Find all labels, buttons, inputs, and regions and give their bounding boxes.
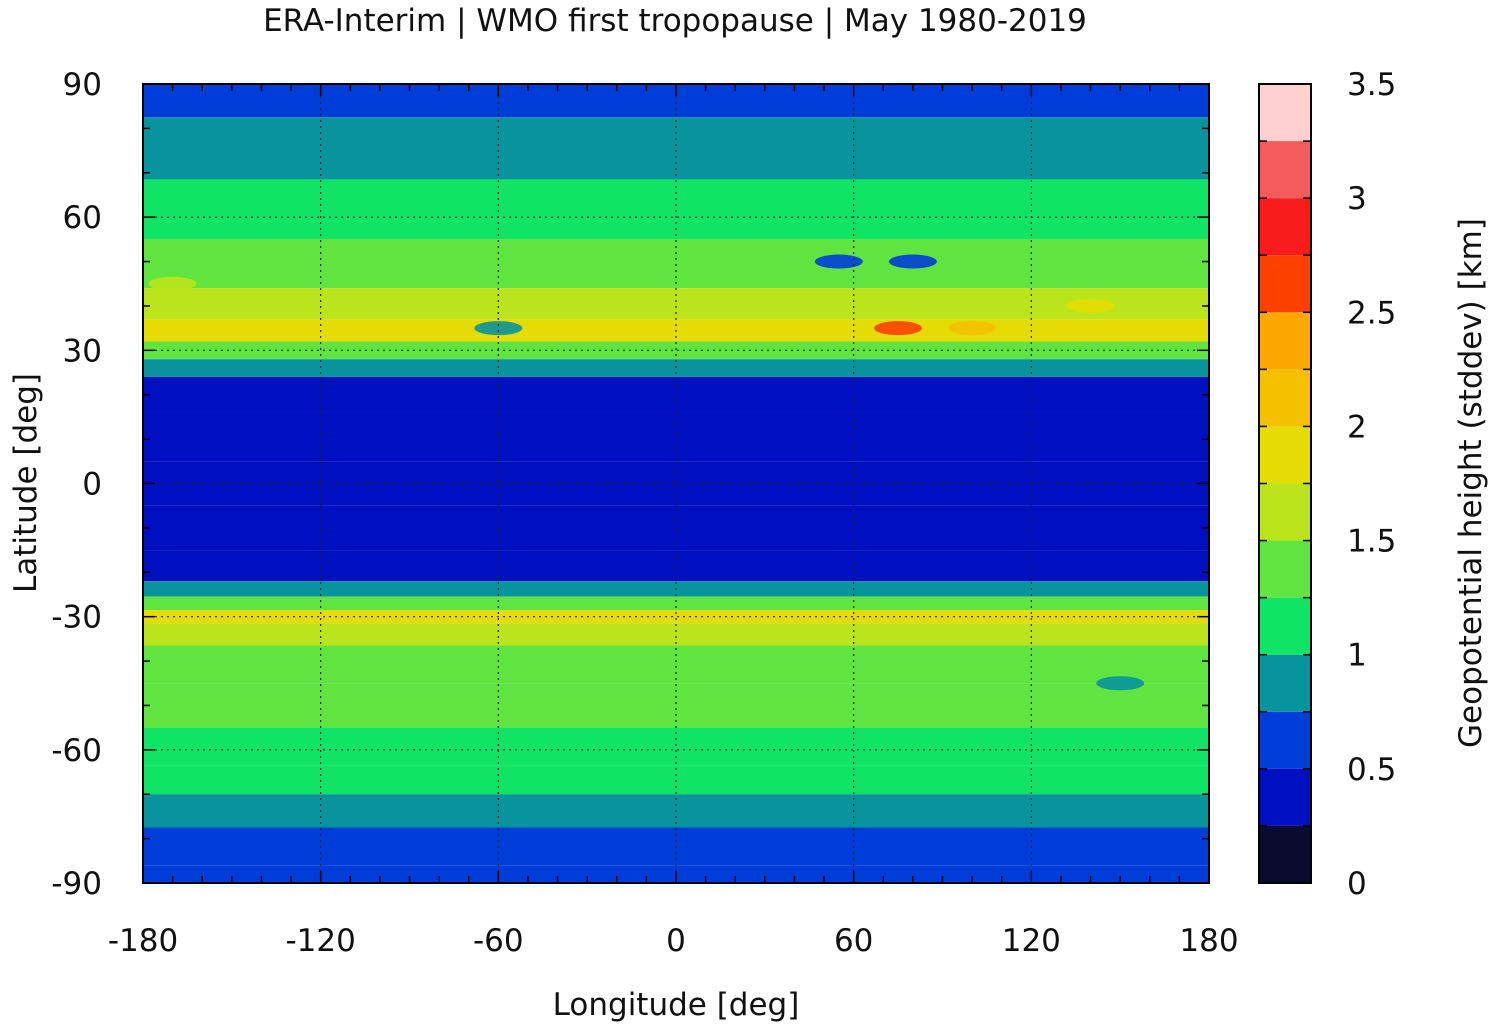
latitude-band bbox=[143, 610, 1209, 624]
colorbar-segment bbox=[1259, 483, 1311, 541]
latitude-band bbox=[143, 505, 1209, 551]
feature-patch bbox=[814, 254, 863, 269]
axis-ticks bbox=[142, 83, 1210, 884]
latitude-band bbox=[143, 288, 1209, 320]
colorbar-tick-labels: 0 0.5 1 1.5 2 2.5 3 3.5 bbox=[1347, 67, 1396, 902]
colorbar-segment bbox=[1259, 255, 1311, 313]
latitude-band bbox=[143, 412, 1209, 462]
feature-patch bbox=[1066, 298, 1115, 313]
feature-patch bbox=[563, 99, 612, 114]
colorbar-label: Geopotential height (stddev) [km] bbox=[1453, 218, 1489, 748]
colorbar-segment bbox=[1259, 540, 1311, 598]
x-tick-label: -60 bbox=[473, 923, 524, 959]
y-axis-label: Latitude [deg] bbox=[8, 373, 44, 593]
y-tick-label: 90 bbox=[63, 67, 102, 103]
colorbar-tick-label: 1 bbox=[1347, 638, 1367, 674]
colorbar-tick-label: 2 bbox=[1347, 409, 1367, 445]
y-tick-label: -30 bbox=[51, 600, 102, 636]
x-tick-labels: -180 -120 -60 0 60 120 180 bbox=[108, 923, 1239, 959]
y-tick-label: 30 bbox=[63, 333, 102, 369]
colorbar-segment bbox=[1259, 426, 1311, 484]
x-axis-label: Longitude [deg] bbox=[553, 987, 800, 1023]
colorbar-segment bbox=[1259, 369, 1311, 427]
x-tick-label: -120 bbox=[285, 923, 355, 959]
gridlines bbox=[143, 84, 1209, 883]
colorbar-segment bbox=[1259, 768, 1311, 826]
latitude-band bbox=[143, 341, 1209, 360]
colorbar-tick-label: 1.5 bbox=[1347, 524, 1396, 560]
x-tick-label: 120 bbox=[1002, 923, 1061, 959]
feature-patch bbox=[948, 321, 997, 336]
feature-patch bbox=[874, 321, 923, 336]
x-tick-label: 0 bbox=[666, 923, 686, 959]
feature-patch bbox=[474, 321, 523, 336]
colorbar-segment bbox=[1259, 711, 1311, 769]
colorbar-segment bbox=[1259, 597, 1311, 655]
latitude-band bbox=[143, 179, 1209, 240]
colorbar-tick-label: 0 bbox=[1347, 866, 1367, 902]
colorbar-tick-label: 3 bbox=[1347, 181, 1367, 217]
y-tick-labels: -90 -60 -30 0 30 60 90 bbox=[51, 67, 102, 902]
colorbar-segment bbox=[1259, 825, 1311, 883]
colorbar-segment bbox=[1259, 312, 1311, 370]
latitude-band bbox=[143, 623, 1209, 646]
latitude-band bbox=[143, 765, 1209, 795]
features-layer bbox=[148, 99, 1145, 691]
chart-title: ERA-Interim | WMO first tropopause | May… bbox=[263, 3, 1087, 39]
y-tick-label: 60 bbox=[63, 200, 102, 236]
x-tick-label: -180 bbox=[108, 923, 178, 959]
plot-area bbox=[143, 84, 1209, 883]
colorbar-tick-label: 3.5 bbox=[1347, 67, 1396, 103]
feature-patch bbox=[1096, 676, 1145, 691]
feature-patch bbox=[888, 254, 937, 269]
colorbar-segment bbox=[1259, 141, 1311, 199]
y-tick-label: -60 bbox=[51, 733, 102, 769]
colorbar-tick-label: 0.5 bbox=[1347, 752, 1396, 788]
x-tick-label: 180 bbox=[1179, 923, 1238, 959]
y-tick-label: 0 bbox=[82, 467, 102, 503]
colorbar-segment bbox=[1259, 84, 1311, 142]
feature-patch bbox=[148, 276, 197, 291]
latitude-band bbox=[143, 359, 1209, 377]
latitude-band bbox=[143, 376, 1209, 413]
colorbar-tick-label: 2.5 bbox=[1347, 295, 1396, 331]
latitude-band bbox=[143, 596, 1209, 611]
latitude-band bbox=[143, 645, 1209, 684]
x-tick-label: 60 bbox=[834, 923, 873, 959]
colorbar-segment bbox=[1259, 654, 1311, 712]
y-tick-label: -90 bbox=[51, 866, 102, 902]
colorbar bbox=[1258, 83, 1312, 884]
colorbar-segment bbox=[1259, 198, 1311, 256]
